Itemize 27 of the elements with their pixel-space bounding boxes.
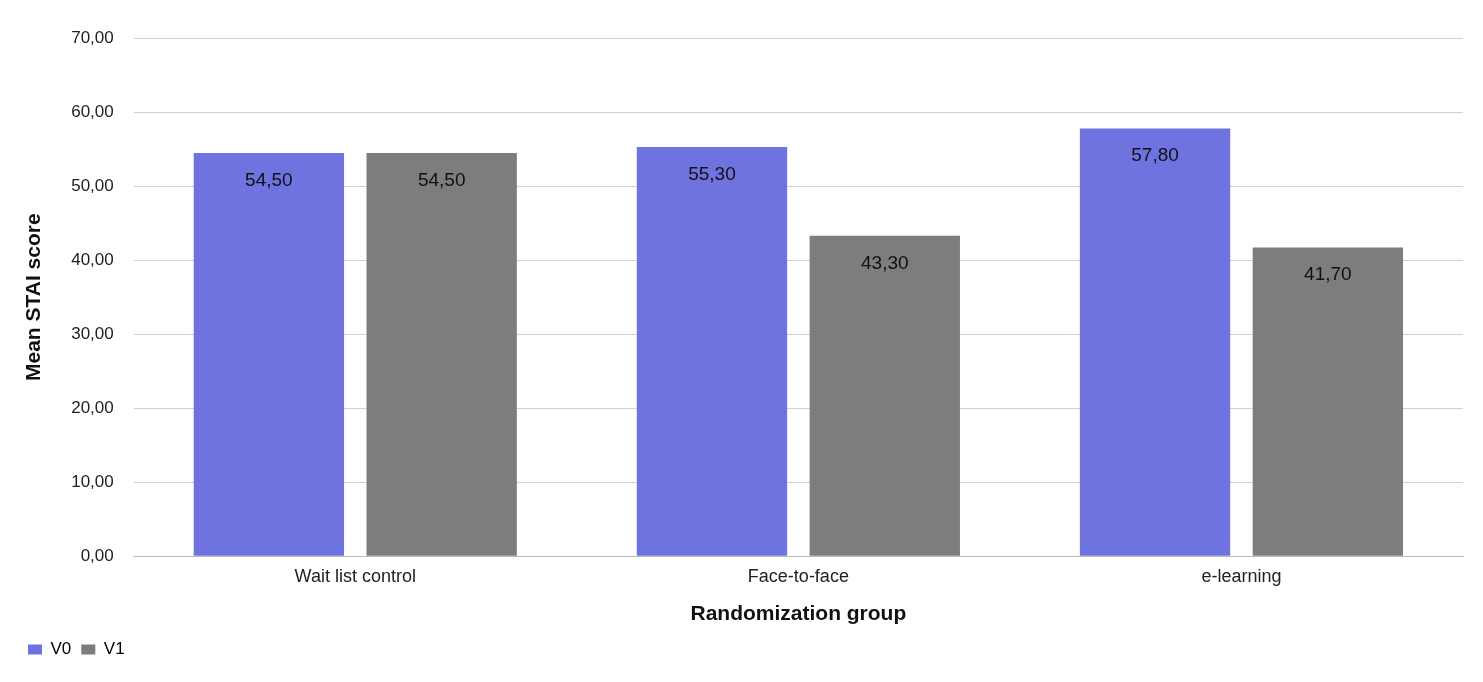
bar: [1252, 247, 1404, 556]
y-tick-label: 30,00: [71, 323, 114, 343]
x-axis-title: Randomization group: [690, 601, 907, 625]
legend-label: V0: [50, 639, 72, 659]
data-label: 54,50: [245, 168, 293, 190]
x-tick-label: Face-to-face: [747, 565, 849, 586]
y-axis-title: Mean STAI score: [21, 213, 45, 382]
x-tick-label: Wait list control: [294, 565, 416, 586]
bar: [809, 235, 960, 556]
data-label: 57,80: [1131, 144, 1179, 166]
x-tick-label: e-learning: [1201, 565, 1282, 586]
data-label: 43,30: [861, 251, 909, 273]
legend-label: V1: [103, 639, 125, 659]
y-tick-label: 50,00: [71, 175, 114, 195]
bar: [636, 146, 788, 556]
y-tick-label: 10,00: [71, 471, 114, 491]
data-label: 41,70: [1304, 263, 1352, 285]
bar: [1079, 128, 1231, 556]
bar: [193, 152, 345, 556]
data-label: 54,50: [417, 168, 466, 190]
data-label: 55,30: [688, 162, 736, 184]
y-tick-label: 60,00: [71, 101, 114, 121]
y-tick-label: 40,00: [71, 249, 114, 269]
y-tick-label: 70,00: [71, 27, 114, 47]
bar: [366, 152, 517, 556]
y-tick-label: 0,00: [80, 545, 114, 565]
y-tick-label: 20,00: [71, 397, 114, 417]
